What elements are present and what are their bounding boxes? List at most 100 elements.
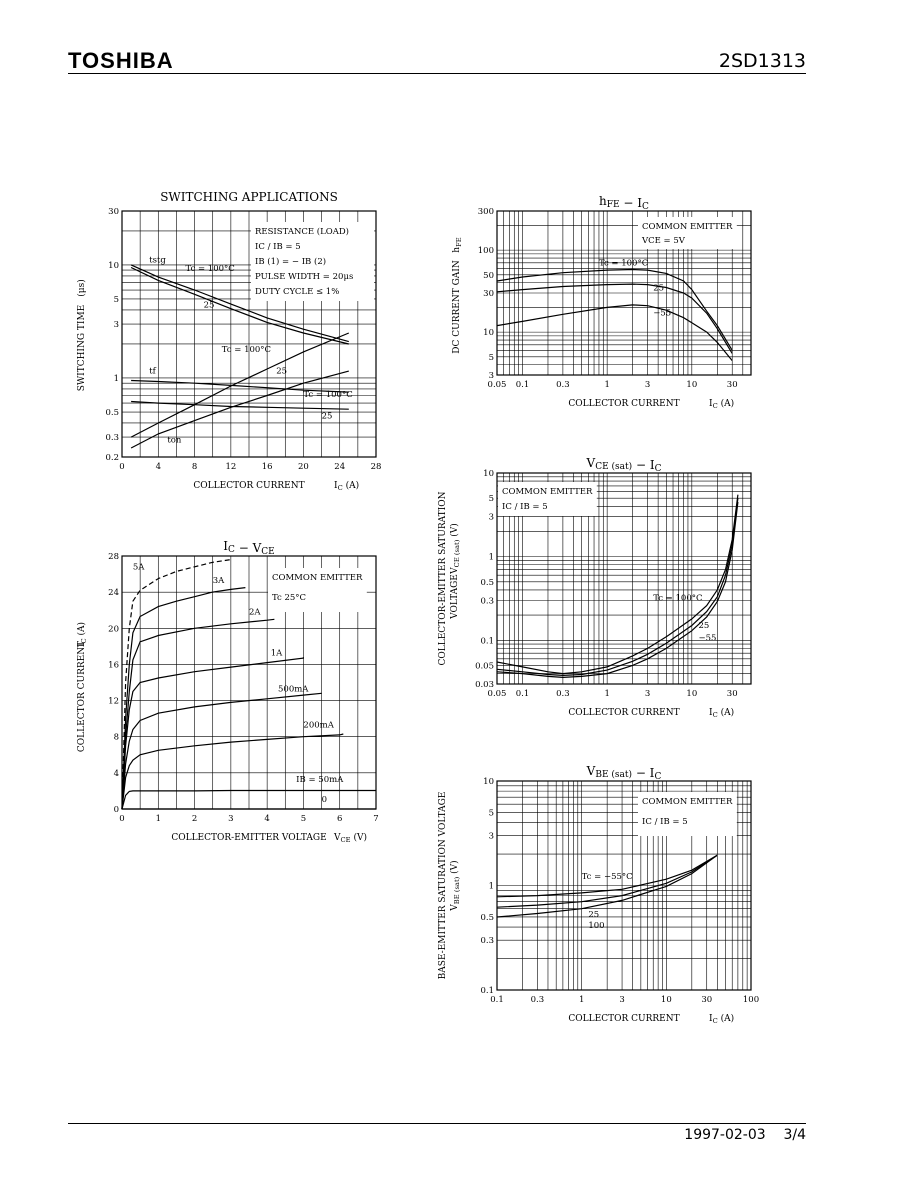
brand-logo: TOSHIBA bbox=[68, 48, 174, 73]
x-tick-label: 1 bbox=[156, 814, 161, 824]
series-label: 25 bbox=[588, 910, 599, 920]
y-tick-label: 300 bbox=[478, 207, 494, 217]
chart-title: SWITCHING APPLICATIONS bbox=[160, 190, 338, 204]
y-tick-label: 20 bbox=[108, 624, 119, 634]
x-tick-label: 3 bbox=[645, 689, 650, 699]
legend-line: VCE = 5V bbox=[641, 236, 686, 246]
legend-line: COMMON EMITTER bbox=[272, 573, 363, 583]
legend-line: COMMON EMITTER bbox=[502, 487, 593, 497]
x-tick-label: 3 bbox=[645, 380, 650, 390]
x-tick-label: 4 bbox=[264, 814, 269, 824]
x-tick-label: 0.1 bbox=[516, 689, 530, 699]
y-axis-label: BASE-EMITTER SATURATION VOLTAGE bbox=[438, 792, 448, 980]
grid bbox=[496, 210, 752, 376]
x-tick-label: 100 bbox=[743, 995, 759, 1005]
chart-title: hFE − IC bbox=[599, 194, 649, 212]
chart-sw: RESISTANCE (LOAD) IC / IB = 5 IB (1) = − I… bbox=[76, 190, 381, 492]
series-line bbox=[121, 657, 304, 810]
x-tick-label: 8 bbox=[192, 462, 197, 472]
x-axis-label: COLLECTOR CURRENT bbox=[568, 708, 679, 718]
series-label: Tc = 100°C bbox=[303, 390, 352, 400]
y-tick-label: 3 bbox=[489, 832, 494, 842]
y-tick-label: 3 bbox=[114, 320, 119, 330]
x-axis-symbol: VCE (V) bbox=[333, 832, 367, 844]
series-line bbox=[121, 733, 344, 810]
chart-title: IC − VCE bbox=[223, 539, 274, 557]
y-tick-label: 16 bbox=[108, 660, 119, 670]
series-label: 100 bbox=[588, 921, 604, 931]
y-tick-label: 0.5 bbox=[105, 408, 119, 418]
series-line bbox=[496, 494, 739, 675]
series-line bbox=[121, 789, 376, 810]
series-label: −55 bbox=[653, 308, 671, 318]
y-tick-label: 10 bbox=[483, 328, 494, 338]
x-tick-label: 28 bbox=[371, 462, 382, 472]
x-tick-label: 6 bbox=[337, 814, 342, 824]
y-tick-label: 3 bbox=[489, 371, 494, 381]
x-tick-label: 10 bbox=[661, 995, 672, 1005]
y-axis-symbol: IC (A) bbox=[76, 622, 88, 647]
series-line bbox=[496, 854, 718, 918]
footer-date: 1997-02-03 bbox=[684, 1127, 766, 1143]
y-axis-label: SWITCHING TIME bbox=[77, 305, 87, 392]
series-label: 25 bbox=[322, 411, 333, 421]
legend-line: IB (1) = − IB (2) bbox=[255, 256, 326, 267]
series-label: −55 bbox=[699, 633, 717, 643]
series-line bbox=[131, 400, 349, 410]
x-axis-label: COLLECTOR CURRENT bbox=[193, 481, 304, 491]
series-line bbox=[121, 618, 275, 810]
series-line bbox=[130, 266, 349, 345]
y-tick-label: 0.2 bbox=[105, 453, 119, 463]
y-tick-label: 10 bbox=[108, 261, 119, 271]
y-tick-label: 12 bbox=[108, 697, 119, 707]
series-line bbox=[496, 498, 739, 677]
x-tick-label: 0.1 bbox=[516, 380, 530, 390]
chart-title: VBE (sat) − IC bbox=[586, 764, 662, 782]
chart-vcesat: COMMON EMITTER IC / IB = 5 0.05 0.1 0.3 1 3 10 3… bbox=[438, 456, 752, 719]
y-axis-label: COLLECTOR CURRENT bbox=[77, 641, 87, 752]
legend-line: PULSE WIDTH = 20μs bbox=[255, 272, 353, 282]
series-label: 200mA bbox=[303, 721, 334, 731]
footer-page: 3/4 bbox=[783, 1127, 806, 1143]
x-tick-label: 0.05 bbox=[488, 689, 507, 699]
series-label: Tc = 100°C bbox=[186, 264, 235, 274]
y-tick-label: 0.1 bbox=[480, 986, 494, 996]
y-tick-label: 5 bbox=[489, 808, 494, 818]
series-label: 25 bbox=[204, 301, 215, 311]
y-tick-label: 0.3 bbox=[480, 596, 494, 606]
y-tick-label: 0.5 bbox=[480, 913, 494, 923]
series-line bbox=[130, 264, 349, 343]
y-tick-label: 5 bbox=[489, 353, 494, 363]
series-label: 2A bbox=[249, 608, 261, 618]
series-line bbox=[121, 587, 246, 810]
y-tick-label: 1 bbox=[114, 374, 119, 384]
series-line bbox=[496, 283, 733, 354]
series-line bbox=[496, 854, 718, 898]
footer: 1997-02-03 3/4 bbox=[684, 1127, 806, 1143]
series-label: 25 bbox=[276, 366, 287, 376]
x-tick-label: 0 bbox=[119, 814, 124, 824]
y-axis-label: COLLECTOR-EMITTER SATURATION bbox=[438, 491, 448, 665]
series-label: 25 bbox=[653, 284, 664, 294]
series-label: Tc = −55°C bbox=[582, 872, 633, 882]
x-tick-label: 0.3 bbox=[556, 380, 570, 390]
x-axis-symbol: IC (A) bbox=[334, 480, 359, 492]
legend-line: IC / IB = 5 bbox=[502, 502, 548, 512]
y-tick-label: 0.03 bbox=[475, 680, 494, 690]
series-line bbox=[496, 268, 733, 351]
x-tick-label: 3 bbox=[619, 995, 624, 1005]
legend-line: IC / IB = 5 bbox=[642, 817, 688, 827]
y-tick-label: 10 bbox=[483, 469, 494, 479]
y-axis-label-2: VOLTAGE bbox=[450, 574, 460, 620]
x-tick-label: 10 bbox=[686, 689, 697, 699]
x-tick-label: 30 bbox=[701, 995, 712, 1005]
header-rule bbox=[68, 73, 806, 74]
y-tick-label: 5 bbox=[114, 295, 119, 305]
plot-frame bbox=[496, 780, 752, 991]
legend-line: COMMON EMITTER bbox=[642, 222, 733, 232]
plot-frame bbox=[496, 210, 752, 376]
legend-box bbox=[268, 568, 367, 612]
y-tick-label: 0 bbox=[114, 805, 119, 815]
x-tick-label: 0.1 bbox=[490, 995, 504, 1005]
